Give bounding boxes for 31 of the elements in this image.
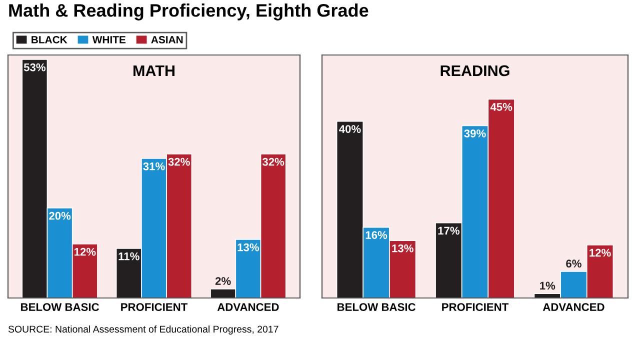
- data-label: 17%: [438, 226, 460, 235]
- data-label: 13%: [238, 243, 260, 252]
- legend-label: BLACK: [32, 36, 68, 44]
- x-tick-label: ADVANCED: [217, 303, 279, 312]
- data-label: 16%: [366, 231, 388, 240]
- source-note: SOURCE: National Assessment of Educational Progress, 2017: [8, 325, 278, 335]
- data-label: 45%: [490, 103, 512, 111]
- data-label: 39%: [464, 130, 486, 138]
- data-label: 1%: [540, 282, 556, 290]
- data-label: 13%: [392, 244, 414, 252]
- data-label: 40%: [339, 125, 361, 133]
- legend-label: WHITE: [92, 36, 126, 44]
- chart-subtitle: Math & Reading Proficiency, Eighth Grade: [9, 4, 368, 20]
- data-label: 12%: [74, 248, 96, 256]
- x-tick-label: BELOW BASIC: [338, 303, 416, 312]
- data-label: 53%: [24, 63, 46, 72]
- text: MATH: [134, 65, 174, 76]
- data-label: 2%: [215, 277, 231, 285]
- x-tick-label: ADVANCED: [542, 303, 604, 312]
- data-label: 32%: [262, 158, 284, 166]
- data-label: 31%: [143, 162, 165, 170]
- x-tick-label: PROFICIENT: [121, 303, 188, 312]
- data-label: 20%: [49, 212, 71, 220]
- x-tick-label: BELOW BASIC: [21, 303, 100, 312]
- x-tick-label: PROFICIENT: [442, 303, 509, 312]
- data-label: 12%: [590, 248, 611, 257]
- data-label: 6%: [566, 260, 582, 268]
- text: READING: [440, 65, 510, 76]
- data-label: 32%: [168, 158, 190, 166]
- legend-label: ASIAN: [151, 36, 183, 44]
- data-label: 11%: [118, 252, 140, 260]
